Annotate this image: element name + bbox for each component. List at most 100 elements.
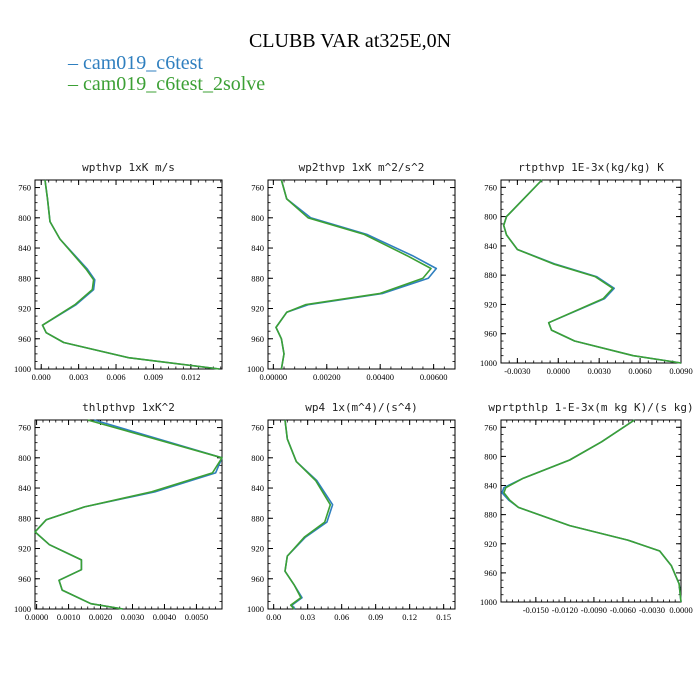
plot-frame [267, 179, 456, 370]
series-line-2 [41, 179, 220, 370]
x-tick-label: 0.06 [334, 612, 349, 622]
series-line-2 [503, 419, 682, 603]
x-tick-label: -0.0030 [504, 366, 530, 376]
plot-frame [500, 179, 682, 364]
y-tick-label: 760 [484, 422, 497, 432]
y-tick-label: 800 [251, 213, 264, 223]
panel-title: wpthvp 1xK m/s [82, 161, 175, 174]
y-tick-label: 880 [18, 513, 31, 523]
y-tick-label: 760 [484, 182, 497, 192]
panel-1: wpthvp 1xK m/s76080084088092096010000.00… [14, 161, 223, 382]
y-tick-label: 880 [251, 273, 264, 283]
y-tick-label: 880 [251, 513, 264, 523]
panel-3: rtpthvp 1E-3x(kg/kg) K 760 800 840 880 920 960… [480, 161, 693, 376]
y-tick-label: 1000 [480, 597, 497, 607]
x-tick-label: 0.00 [266, 612, 281, 622]
panel-title: wprtpthlp 1-E-3x(m kg K)/(s kg) [488, 401, 693, 414]
panel-2: wp2thvp 1xK m^2/s^2 760 800 840 880 920 960 100… [247, 161, 456, 382]
y-tick-label: 920 [18, 304, 31, 314]
x-tick-label: -0.0030 [639, 605, 665, 615]
plot-frame [500, 419, 682, 603]
y-tick-label: 800 [484, 451, 497, 461]
panel-6: wprtpthlp 1-E-3x(m kg K)/(s kg) 760 800 840… [480, 401, 694, 615]
y-tick-label: 800 [484, 212, 497, 222]
x-tick-label: -0.0120 [552, 605, 578, 615]
x-tick-label: 0.0030 [121, 612, 144, 622]
legend-entry-cam019-c6test: – cam019_c6test [68, 52, 203, 74]
y-tick-label: 760 [251, 423, 264, 433]
x-tick-label: 0.003 [69, 372, 88, 382]
x-tick-label: 0.0000 [25, 612, 48, 622]
y-tick-label: 880 [18, 273, 31, 283]
y-tick-label: 1000 [247, 364, 264, 374]
y-tick-label: 800 [251, 453, 264, 463]
panel-title: wp4 1x(m^4)/(s^4) [305, 401, 418, 414]
x-tick-label: 0.0090 [669, 366, 692, 376]
y-tick-label: 920 [251, 304, 264, 314]
y-tick-label: 960 [18, 334, 31, 344]
x-tick-label: 0.009 [144, 372, 163, 382]
panel-title: wp2thvp 1xK m^2/s^2 [299, 161, 425, 174]
x-tick-label: 0.0000 [669, 605, 692, 615]
x-tick-label: 0.000 [32, 372, 51, 382]
figure-title: CLUBB VAR at325E,0N [248, 30, 452, 52]
x-tick-label: 0.006 [106, 372, 125, 382]
x-tick-label: 0.03 [300, 612, 315, 622]
x-tick-label: 0.0030 [587, 366, 610, 376]
x-tick-label: 0.012 [181, 372, 200, 382]
x-tick-label: 0.12 [402, 612, 417, 622]
panel-title: rtpthvp 1E-3x(kg/kg) K [518, 161, 664, 174]
series-line-2 [502, 179, 682, 364]
y-tick-label: 1000 [480, 358, 497, 368]
x-tick-label: 0.15 [436, 612, 451, 622]
x-tick-label: 0.09 [368, 612, 383, 622]
y-tick-label: 880 [484, 270, 497, 280]
series-line-1 [275, 179, 438, 370]
series-line-2 [284, 419, 332, 610]
plot-frame [34, 419, 223, 610]
x-tick-label: 0.0040 [153, 612, 176, 622]
y-tick-label: 840 [484, 481, 497, 491]
y-tick-label: 1000 [14, 364, 31, 374]
x-tick-label: 0.0000 [547, 366, 570, 376]
series-line-2 [34, 419, 223, 610]
legend-entry-cam019-c6test-2solve: – cam019_c6test_2solve [68, 73, 266, 95]
y-tick-label: 840 [251, 483, 264, 493]
plot-frame [267, 419, 456, 610]
y-tick-label: 840 [18, 243, 31, 253]
y-tick-label: 760 [18, 423, 31, 433]
y-tick-label: 920 [484, 539, 497, 549]
x-tick-label: 0.00200 [313, 372, 341, 382]
x-tick-label: 0.00000 [260, 372, 288, 382]
y-tick-label: 960 [484, 568, 497, 578]
y-tick-label: 800 [18, 213, 31, 223]
series-line-2 [275, 179, 432, 370]
y-tick-label: 1000 [14, 604, 31, 614]
panel-4: thlpthvp 1xK^276080084088092096010000.00… [14, 401, 223, 622]
y-tick-label: 920 [251, 544, 264, 554]
y-tick-label: 880 [484, 510, 497, 520]
series-line-1 [502, 179, 682, 364]
panel-title: thlpthvp 1xK^2 [82, 401, 175, 414]
x-tick-label: 0.0010 [57, 612, 80, 622]
y-tick-label: 840 [484, 241, 497, 251]
plot-frame [34, 179, 223, 370]
y-tick-label: 760 [18, 183, 31, 193]
x-tick-label: -0.0060 [610, 605, 636, 615]
y-tick-label: 840 [251, 243, 264, 253]
y-tick-label: 800 [18, 453, 31, 463]
y-tick-label: 960 [251, 334, 264, 344]
y-tick-label: 920 [484, 299, 497, 309]
x-tick-label: -0.0090 [581, 605, 607, 615]
x-tick-label: -0.0150 [523, 605, 549, 615]
y-tick-label: 920 [18, 544, 31, 554]
y-tick-label: 1000 [247, 604, 264, 614]
y-tick-label: 960 [484, 329, 497, 339]
y-tick-label: 960 [251, 574, 264, 584]
x-tick-label: 0.0060 [628, 366, 651, 376]
y-tick-label: 840 [18, 483, 31, 493]
x-tick-label: 0.0050 [185, 612, 208, 622]
series-line-1 [41, 179, 220, 370]
x-tick-label: 0.00400 [366, 372, 394, 382]
